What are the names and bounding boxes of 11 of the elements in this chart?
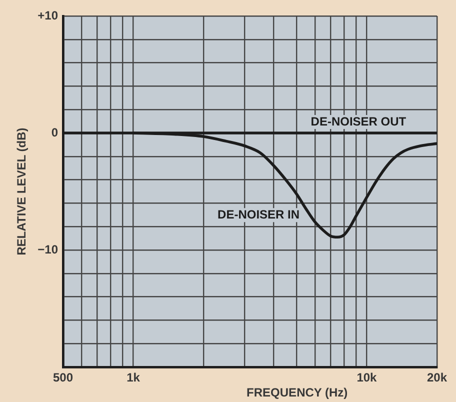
x-tick-label: 1k <box>126 370 140 385</box>
y-tick-label: +10 <box>38 8 58 22</box>
y-tick-label: 0 <box>51 125 58 140</box>
y-axis-title: RELATIVE LEVEL (dB) <box>14 128 29 256</box>
x-tick-label: 500 <box>52 370 74 385</box>
y-tick-label: −10 <box>38 242 58 256</box>
series-label: DE-NOISER OUT <box>310 114 407 128</box>
x-tick-label: 10k <box>356 370 378 385</box>
x-tick-label: 20k <box>426 370 448 385</box>
x-axis-title: FREQUENCY (Hz) <box>246 385 348 400</box>
series-label: DE-NOISER IN <box>218 207 300 222</box>
